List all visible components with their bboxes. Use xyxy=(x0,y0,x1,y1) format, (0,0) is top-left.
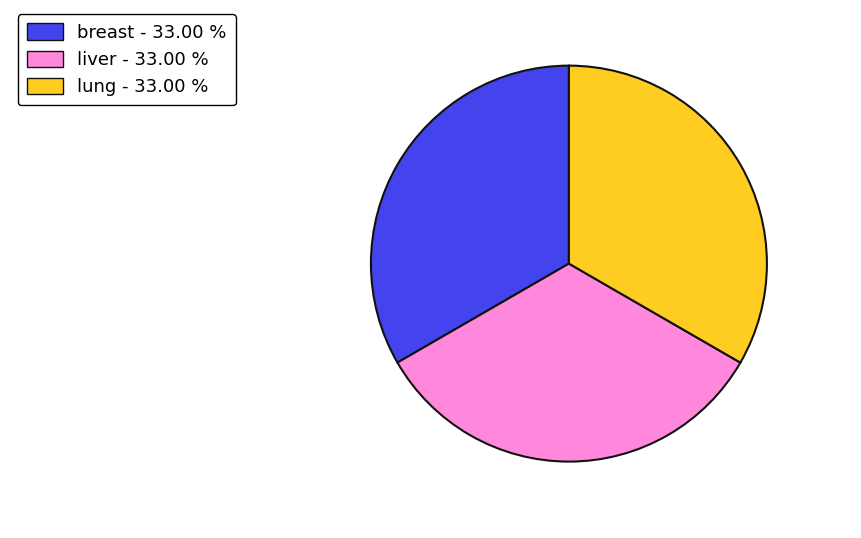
Wedge shape xyxy=(568,66,766,363)
Wedge shape xyxy=(370,66,568,363)
Legend: breast - 33.00 %, liver - 33.00 %, lung - 33.00 %: breast - 33.00 %, liver - 33.00 %, lung … xyxy=(17,15,235,105)
Wedge shape xyxy=(397,264,740,462)
